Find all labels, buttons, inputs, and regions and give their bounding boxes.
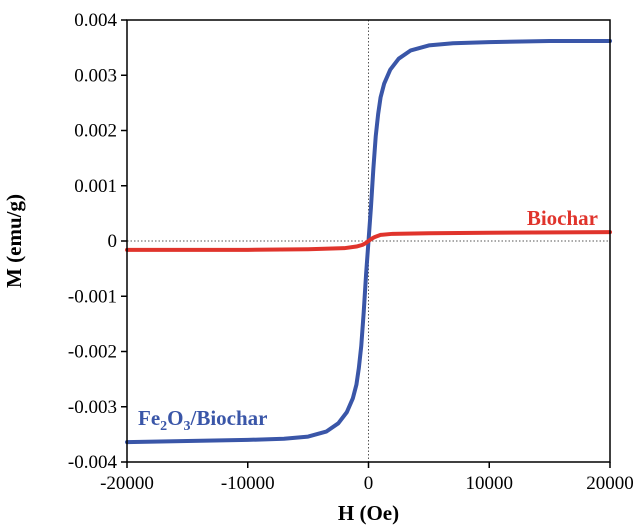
series-line-1	[125, 230, 612, 252]
y-tick-label: 0.004	[74, 10, 117, 31]
y-axis-ticks: 0.004 0.003 0.002 0.001 0 -0.001 -0.002 -0.003 -…	[68, 10, 127, 473]
y-tick-label: 0.003	[74, 65, 117, 86]
x-tick-label: -20000	[100, 473, 154, 494]
x-tick-label: 20000	[586, 473, 634, 494]
series-layer	[125, 39, 612, 445]
y-tick-label: -0.002	[68, 342, 117, 363]
x-tick-label: 10000	[466, 473, 514, 494]
x-tick-label: 0	[364, 473, 374, 494]
y-tick-label: -0.003	[68, 397, 117, 418]
series-label-fe2o3-biochar: Fe2O3/Biochar	[138, 406, 268, 434]
y-tick-label: 0.002	[74, 121, 117, 142]
y-tick-label: 0	[108, 231, 118, 252]
y-tick-label: 0.001	[74, 176, 117, 197]
y-tick-label: -0.001	[68, 286, 117, 307]
series-label-biochar: Biochar	[527, 206, 598, 230]
x-tick-label: -10000	[221, 473, 275, 494]
y-tick-label: -0.004	[68, 452, 118, 473]
y-axis-title: M (emu/g)	[2, 194, 26, 288]
x-axis-ticks: -20000 -10000 0 10000 20000	[100, 462, 634, 494]
x-axis-title: H (Oe)	[338, 501, 399, 525]
